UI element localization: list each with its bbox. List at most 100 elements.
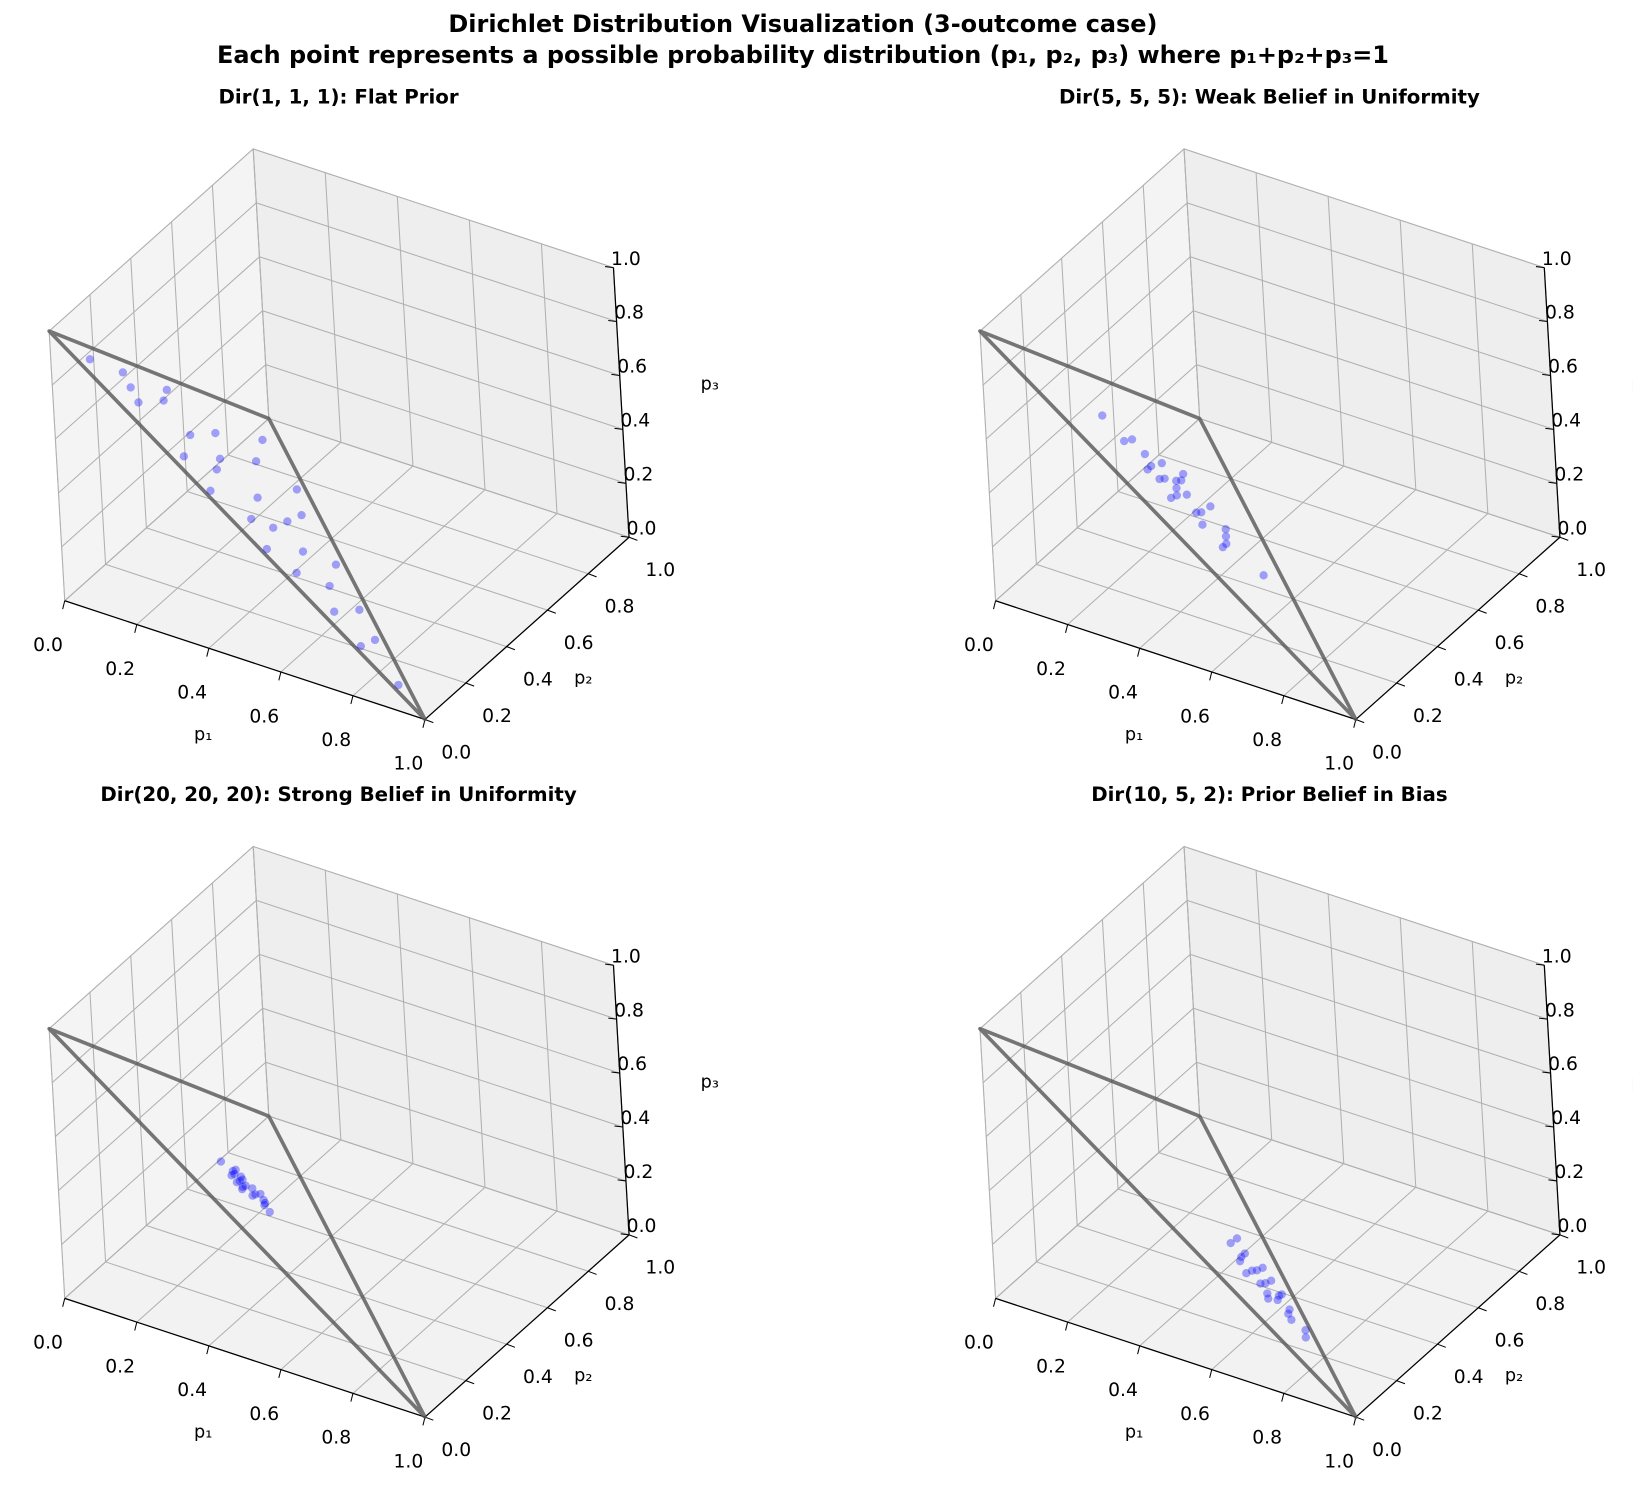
grid-line <box>146 1224 507 1345</box>
grid-line <box>1020 992 1037 1262</box>
grid-line <box>982 900 1188 1084</box>
grid-line <box>982 202 1188 386</box>
grid-line <box>259 953 620 1074</box>
grid-line <box>988 1007 1194 1191</box>
tick-mark <box>617 481 627 484</box>
y-tick-label: 0.6 <box>564 1331 594 1352</box>
data-point <box>258 435 267 445</box>
tick-mark <box>608 319 617 323</box>
grid-line <box>988 310 1194 494</box>
data-point <box>1197 508 1206 517</box>
simplex-outline <box>47 1026 427 1419</box>
grid-line <box>324 172 342 443</box>
tick-mark <box>992 1298 997 1307</box>
data-point <box>1182 490 1192 499</box>
tick-mark <box>62 600 66 610</box>
data-point <box>256 1189 265 1199</box>
tick-mark <box>992 600 997 610</box>
data-point <box>162 385 171 395</box>
grid-line <box>985 953 1191 1137</box>
grid-line <box>1193 1007 1554 1128</box>
grid-line <box>396 196 414 467</box>
data-point <box>355 605 364 614</box>
grid-line <box>992 1061 1197 1245</box>
grid-line <box>979 1028 997 1299</box>
tick-mark <box>350 695 354 705</box>
tick-mark <box>611 373 620 376</box>
data-point <box>232 1178 242 1187</box>
x-axis-label: p₁ <box>1125 1423 1143 1443</box>
x-tick-label: 0.0 <box>33 1333 63 1354</box>
data-point <box>235 1176 244 1186</box>
grid-line <box>1117 490 1479 611</box>
grid-line <box>51 202 257 386</box>
tick-mark <box>1559 1234 1569 1239</box>
grid-line <box>1142 185 1160 456</box>
grid-line <box>985 256 1191 440</box>
z-tick-label: 0.2 <box>624 1162 654 1183</box>
y-tick-label: 1.0 <box>645 1258 675 1279</box>
y-tick-label: 0.0 <box>441 1440 471 1461</box>
tick-mark <box>1518 573 1528 578</box>
tick-mark <box>134 1321 138 1331</box>
data-point <box>331 560 341 569</box>
grid-line <box>211 882 229 1153</box>
tick-mark <box>1209 1369 1213 1379</box>
data-point <box>1172 476 1181 486</box>
grid-line <box>1036 563 1397 684</box>
x-tick-label: 0.6 <box>1180 706 1210 727</box>
z-tick-label: 0.6 <box>1548 1054 1578 1075</box>
tick-mark <box>1437 1343 1446 1348</box>
grid-line <box>324 870 342 1140</box>
z-tick-label: 1.0 <box>1542 946 1572 967</box>
grid-line <box>187 490 548 611</box>
z-tick-label: 0.6 <box>617 357 647 378</box>
tick-mark <box>1548 1179 1557 1182</box>
data-point <box>1301 1326 1310 1335</box>
data-point <box>179 452 189 461</box>
data-point <box>126 383 135 392</box>
grid-line <box>130 955 147 1226</box>
data-point <box>260 1200 269 1210</box>
y-tick-label: 0.0 <box>1372 742 1402 763</box>
grid-line <box>265 364 627 484</box>
tick-mark <box>588 573 597 578</box>
data-point <box>269 523 278 532</box>
y-axis-label: p₂ <box>1505 668 1523 688</box>
grid-line <box>262 1007 623 1128</box>
tick-mark <box>1396 682 1406 687</box>
grid-line <box>55 953 260 1137</box>
x-axis-line <box>64 1297 426 1418</box>
z-tick-label: 1.0 <box>611 946 641 967</box>
grid-line <box>262 310 623 430</box>
data-point <box>260 1198 270 1208</box>
x-tick-label: 0.0 <box>33 635 63 656</box>
grid-line <box>48 846 254 1030</box>
tick-mark <box>1545 427 1554 430</box>
z-tick-label: 0.2 <box>1554 464 1584 485</box>
grid-line <box>1196 1061 1557 1182</box>
y-axis-label: p₂ <box>574 668 592 688</box>
data-point <box>265 1207 274 1217</box>
grid-line <box>1077 1224 1438 1345</box>
z-tick-label: 0.0 <box>627 1216 657 1237</box>
data-point <box>241 1181 250 1190</box>
data-point <box>216 1157 226 1166</box>
grid-line <box>1142 882 1160 1153</box>
grid-line <box>1158 1152 1520 1272</box>
x-tick-label: 0.8 <box>1252 730 1282 751</box>
grid-line <box>1139 465 1345 649</box>
x-axis-line <box>995 600 1357 721</box>
grid-line <box>1399 917 1417 1188</box>
data-point <box>325 581 334 591</box>
data-point <box>1266 1276 1276 1285</box>
grid-line <box>992 364 1197 548</box>
data-point <box>292 568 301 578</box>
tick-mark <box>1478 1307 1487 1312</box>
data-point <box>1098 411 1107 420</box>
grid-line <box>1061 258 1078 528</box>
data-point <box>1277 1290 1286 1299</box>
grid-line <box>48 1028 66 1299</box>
z-tick-label: 1.0 <box>1542 249 1572 270</box>
grid-line <box>352 1210 558 1394</box>
